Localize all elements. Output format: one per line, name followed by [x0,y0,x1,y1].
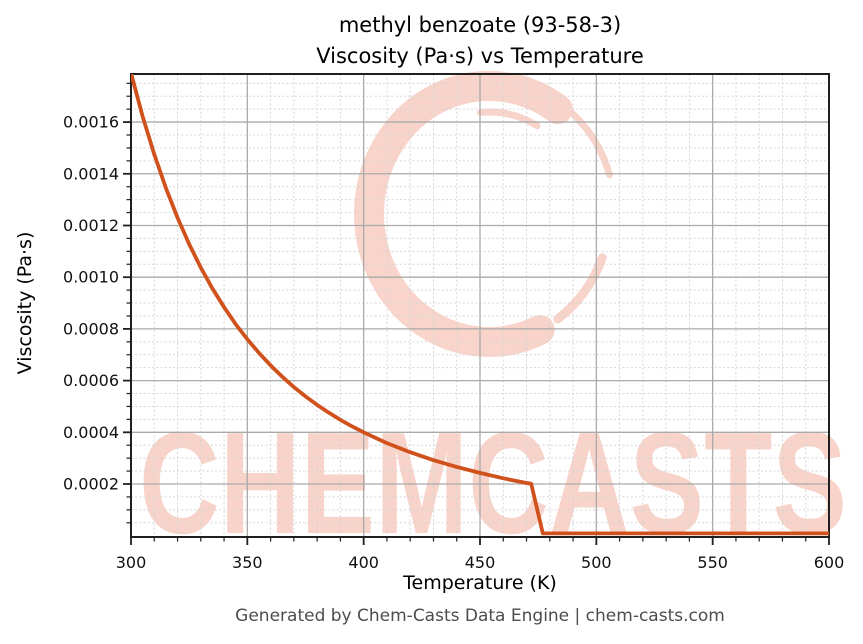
tick-labels: 300 350 400 450 500 550 600 0.0002 0.0004 0.0006 0… [63,113,844,572]
y-tick-label: 0.0004 [63,423,119,442]
y-tick-label: 0.0012 [63,216,119,235]
x-tick-label: 450 [465,553,496,572]
x-axis-label: Temperature (K) [403,572,557,594]
x-tick-label: 500 [581,553,612,572]
x-tick-label: 400 [348,553,379,572]
y-tick-label: 0.0010 [63,268,119,287]
y-tick-label: 0.0016 [63,113,119,132]
y-tick-label: 0.0008 [63,319,119,338]
x-tick-label: 600 [814,553,845,572]
watermark-text: CHEMCASTS [139,402,847,564]
watermark: CHEMCASTS [139,71,847,564]
x-tick-label: 300 [116,553,147,572]
footer-text: Generated by Chem-Casts Data Engine | ch… [235,606,725,626]
y-tick-label: 0.0014 [63,164,119,183]
y-tick-label: 0.0002 [63,475,119,494]
x-tick-label: 350 [232,553,263,572]
y-tick-label: 0.0006 [63,371,119,390]
chart-title-line2: Viscosity (Pa·s) vs Temperature [316,44,644,68]
chart-title: methyl benzoate (93-58-3) Viscosity (Pa·… [131,10,829,72]
series-line-viscosity [131,74,829,536]
chart-title-line1: methyl benzoate (93-58-3) [338,13,622,37]
viscosity-curve [131,74,829,536]
chemcasts-logo-icon [354,71,613,357]
y-axis-label: Viscosity (Pa·s) [14,231,36,375]
x-tick-label: 550 [697,553,728,572]
grid-major [130,74,830,537]
plot-border [130,73,830,538]
